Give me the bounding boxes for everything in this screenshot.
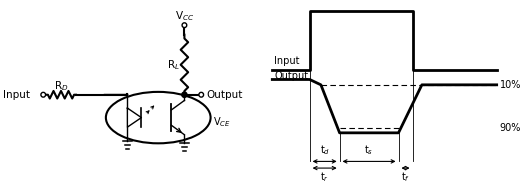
Text: t$_f$: t$_f$ [401, 170, 410, 184]
Text: Output: Output [274, 71, 308, 81]
Text: Output: Output [206, 90, 242, 100]
Text: t$_r$: t$_r$ [320, 170, 329, 184]
Text: R$_L$: R$_L$ [167, 58, 180, 72]
Text: R$_D$: R$_D$ [54, 79, 68, 93]
Text: t$_d$: t$_d$ [320, 143, 330, 157]
Text: V$_{CC}$: V$_{CC}$ [175, 9, 194, 23]
Text: 10%: 10% [499, 80, 521, 90]
Text: t$_s$: t$_s$ [364, 143, 374, 157]
Circle shape [182, 92, 187, 97]
Text: 90%: 90% [499, 122, 521, 133]
Text: V$_{CE}$: V$_{CE}$ [213, 115, 231, 129]
Text: Input: Input [274, 56, 300, 66]
Text: Input: Input [3, 90, 30, 100]
